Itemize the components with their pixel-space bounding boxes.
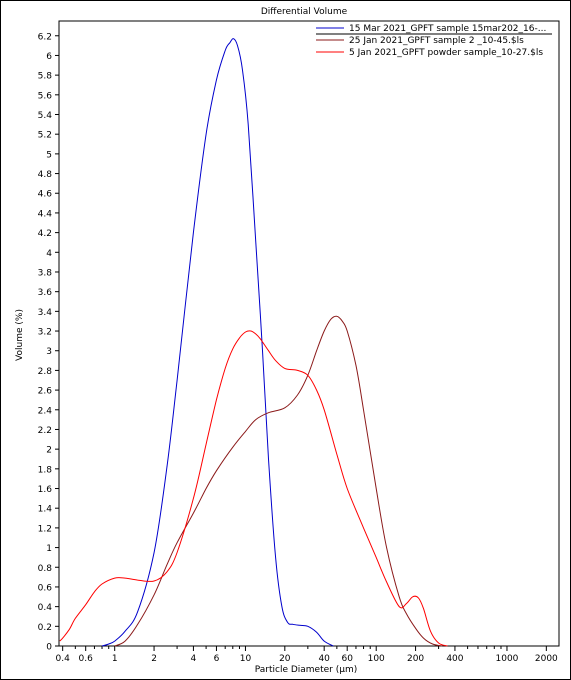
y-tick-label: 5.6 <box>38 91 53 101</box>
x-tick-label: 4 <box>191 654 197 664</box>
y-tick-label: 4 <box>46 249 52 259</box>
x-tick-label: 0.4 <box>56 654 71 664</box>
series-line-1 <box>101 38 334 647</box>
y-tick-label: 2.2 <box>38 426 52 436</box>
y-tick-label: 1.2 <box>38 524 52 534</box>
y-axis: 0 0.2 0.4 0.6 0.8 1 1.2 1.4 1.6 1.8 2 2.2 2.4 2.6 2.8 3… <box>38 32 59 653</box>
x-tick-label: 60 <box>341 654 353 664</box>
x-tick-label: 2000 <box>535 654 558 664</box>
y-tick-label: 3.2 <box>38 328 52 338</box>
x-tick-label: 1 <box>112 654 118 664</box>
series-line-3 <box>59 330 448 647</box>
x-tick-label: 100 <box>368 654 385 664</box>
y-tick-label: 0.8 <box>38 564 53 574</box>
x-tick-label: 20 <box>279 654 291 664</box>
y-tick-label: 0.6 <box>38 583 53 593</box>
y-tick-label: 4.2 <box>38 229 52 239</box>
legend: 15 Mar 2021_GPFT sample 15mar202_16-... 2… <box>316 24 552 58</box>
x-tick-label: 0.6 <box>79 654 94 664</box>
series-line-2 <box>114 315 443 647</box>
y-tick-label: 3.8 <box>38 268 53 278</box>
x-tick-label: 400 <box>446 654 463 664</box>
y-tick-label: 4.6 <box>38 190 53 200</box>
y-tick-label: 1.4 <box>38 505 53 515</box>
y-tick-label: 2.6 <box>38 387 53 397</box>
legend-label-2: 25 Jan 2021_GPFT sample 2 _10-45.$ls <box>349 36 524 46</box>
y-tick-label: 2.8 <box>38 367 53 377</box>
y-tick-label: 2 <box>46 446 52 456</box>
x-tick-label: 2 <box>151 654 157 664</box>
legend-label-3: 5 Jan 2021_GPFT powder sample_10-27.$ls <box>349 48 543 58</box>
y-tick-label: 6 <box>46 52 52 62</box>
y-tick-label: 5.2 <box>38 131 52 141</box>
legend-label-1: 15 Mar 2021_GPFT sample 15mar202_16-... <box>349 24 546 34</box>
y-tick-label: 1 <box>46 544 52 554</box>
x-tick-label: 10 <box>240 654 252 664</box>
chart-title: Differential Volume <box>261 7 348 17</box>
y-tick-label: 1.8 <box>38 465 53 475</box>
y-tick-label: 0.2 <box>38 623 52 633</box>
y-tick-label: 0.4 <box>38 603 53 613</box>
y-tick-label: 4.4 <box>38 209 53 219</box>
x-tick-label: 6 <box>214 654 220 664</box>
x-axis-title: Particle Diameter (µm) <box>255 665 358 675</box>
y-tick-label: 5 <box>46 150 52 160</box>
series-group <box>59 38 448 647</box>
x-tick-label: 1000 <box>496 654 519 664</box>
y-tick-label: 3.6 <box>38 288 53 298</box>
y-axis-title: Volume (%) <box>15 309 25 361</box>
y-tick-label: 3.4 <box>38 308 53 318</box>
y-tick-label: 6.2 <box>38 32 52 42</box>
x-axis: 0.4 0.6 1 2 4 6 10 20 40 60 100 200 400 1000 2000 <box>56 646 558 664</box>
y-tick-label: 3 <box>46 347 52 357</box>
x-tick-label: 200 <box>407 654 424 664</box>
x-tick-label: 40 <box>318 654 330 664</box>
y-tick-label: 5.8 <box>38 72 53 82</box>
plot-area <box>58 20 560 647</box>
y-tick-label: 1.6 <box>38 485 53 495</box>
y-tick-label: 5.4 <box>38 111 53 121</box>
y-tick-label: 2.4 <box>38 406 53 416</box>
y-tick-label: 4.8 <box>38 170 53 180</box>
y-tick-label: 0 <box>46 643 52 653</box>
